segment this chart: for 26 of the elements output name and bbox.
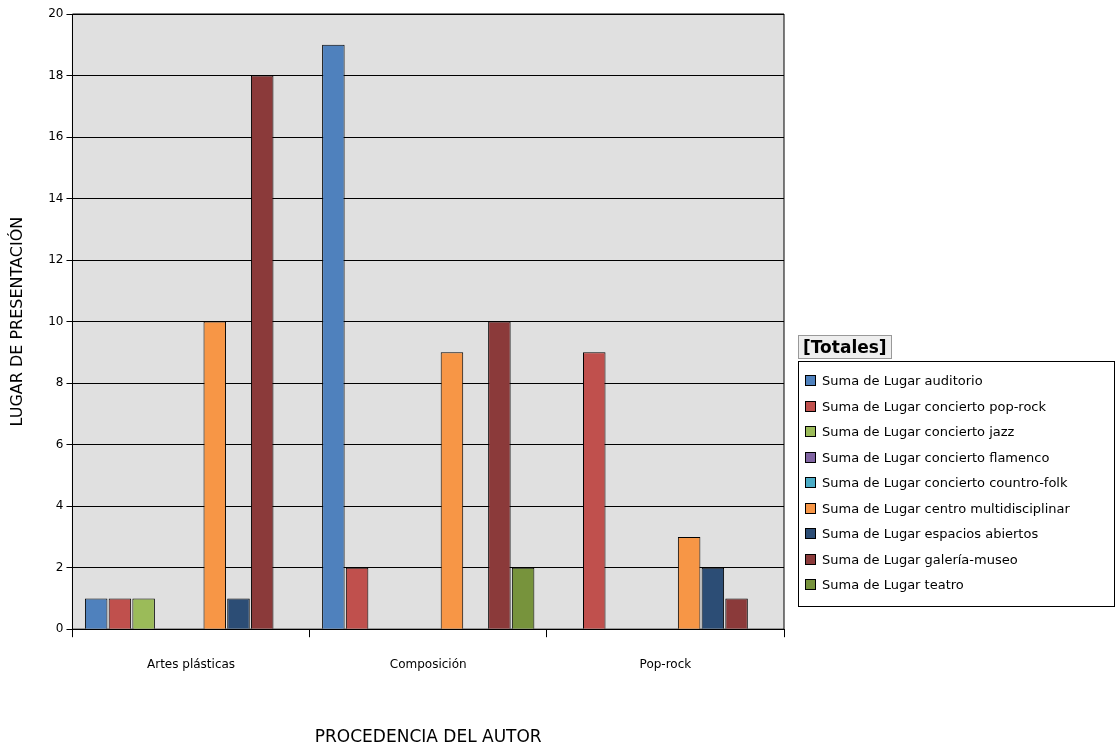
y-tick-label: 18	[48, 67, 64, 82]
legend-label: Suma de Lugar auditorio	[822, 373, 983, 389]
legend-label: Suma de Lugar espacios abiertos	[822, 526, 1039, 542]
legend-label: Suma de Lugar concierto countro-folk	[822, 475, 1068, 491]
y-tick-label: 8	[55, 375, 64, 390]
legend-label: Suma de Lugar concierto flamenco	[822, 449, 1050, 465]
x-tick-label: Composición	[389, 656, 467, 671]
legend-label: Suma de Lugar concierto jazz	[822, 424, 1015, 440]
y-tick-label: 16	[48, 129, 64, 144]
legend-title: [Totales]	[798, 335, 892, 359]
y-tick-label: 2	[55, 559, 64, 574]
y-tick-label: 0	[55, 621, 64, 636]
y-tick-label: 10	[48, 313, 64, 328]
legend-label: Suma de Lugar concierto pop-rock	[822, 398, 1047, 414]
x-tick-label: Pop-rock	[639, 656, 692, 671]
legend-label: Suma de Lugar galería-museo	[822, 551, 1018, 567]
x-tick-label: Artes plásticas	[147, 656, 236, 671]
x-axis-title: PROCEDENCIA DEL AUTOR	[314, 726, 542, 747]
y-tick-label: 6	[55, 436, 64, 451]
y-tick-label: 14	[48, 190, 64, 205]
y-tick-label: 20	[48, 6, 64, 21]
y-axis-title: LUGAR DE PRESENTACIÓN	[6, 216, 26, 427]
legend-label: Suma de Lugar teatro	[822, 577, 964, 593]
legend-label: Suma de Lugar centro multidisciplinar	[822, 500, 1070, 516]
y-tick-label: 12	[48, 252, 64, 267]
y-tick-label: 4	[55, 498, 64, 513]
